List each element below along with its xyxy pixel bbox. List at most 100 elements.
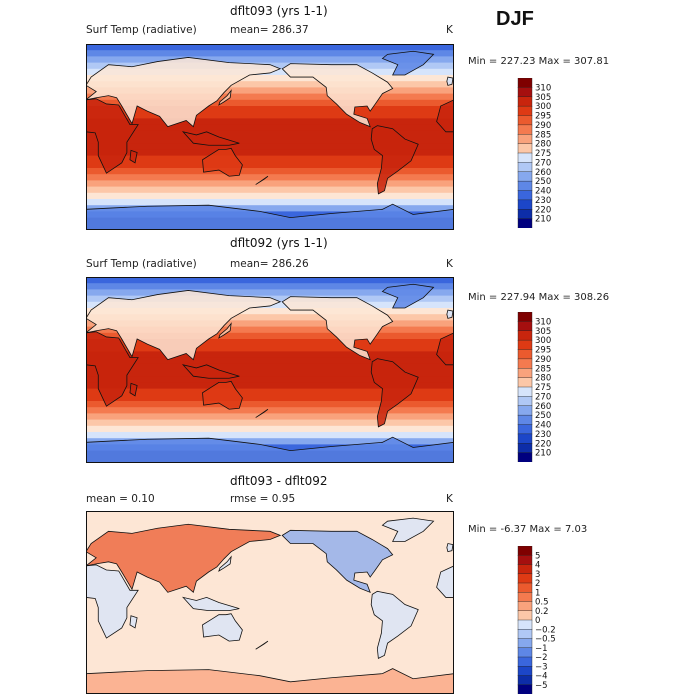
panel-2-mean: mean= 286.26: [230, 258, 309, 270]
colorbar-label: 300: [535, 102, 551, 112]
colorbar-swatch: [517, 218, 533, 228]
panel-1-title: dflt093 (yrs 1-1): [230, 4, 328, 18]
continent-outlines: [86, 283, 454, 463]
colorbar-label: 3: [535, 570, 540, 580]
colorbar-swatch: [517, 152, 533, 163]
panel-1-units: K: [446, 24, 453, 36]
colorbar-swatch: [517, 638, 533, 649]
colorbar-label: 250: [535, 411, 551, 421]
colorbar-swatch: [517, 573, 533, 584]
colorbar-label: 0.2: [535, 607, 549, 617]
colorbar-swatch: [517, 124, 533, 135]
colorbar-label: 250: [535, 177, 551, 187]
colorbar-label: −3: [535, 662, 548, 672]
panel-3-minmax: Min = -6.37 Max = 7.03: [468, 524, 588, 535]
colorbar-label: −4: [535, 672, 548, 682]
panel-1-colorbar: 3103053002952902852802752702602502402302…: [517, 78, 551, 228]
colorbar-swatch: [517, 592, 533, 603]
panel-2-colorbar: 3103053002952902852802752702602502402302…: [517, 312, 551, 462]
colorbar-label: 285: [535, 364, 551, 374]
colorbar-swatch: [517, 199, 533, 210]
colorbar-label: −0.5: [535, 635, 556, 645]
colorbar-label: 275: [535, 383, 551, 393]
colorbar-swatch: [517, 312, 533, 322]
panel-2-minmax: Min = 227.94 Max = 308.26: [468, 292, 610, 303]
colorbar-swatch: [517, 396, 533, 407]
colorbar-label: 240: [535, 187, 551, 197]
colorbar-label: 210: [535, 449, 551, 459]
colorbar-swatch: [517, 190, 533, 201]
colorbar-swatch: [517, 629, 533, 640]
colorbar-label: −1: [535, 644, 548, 654]
map-field: [86, 44, 454, 230]
colorbar-swatch: [517, 115, 533, 126]
colorbar-swatch: [517, 666, 533, 677]
colorbar-label: 275: [535, 149, 551, 159]
continent-outlines: [86, 517, 454, 694]
continent-outlines: [86, 50, 454, 230]
colorbar-swatch: [517, 405, 533, 416]
colorbar-label: 0.5: [535, 598, 549, 608]
colorbar-label: 240: [535, 421, 551, 431]
colorbar-swatch: [517, 386, 533, 397]
colorbar-label: 310: [535, 83, 551, 93]
colorbar-swatch: [517, 414, 533, 426]
colorbar-swatch: [517, 368, 533, 379]
panel-3-map: [86, 511, 454, 694]
colorbar-swatch: [517, 96, 533, 107]
panel-1-map: [86, 44, 454, 230]
colorbar-swatch: [517, 656, 533, 667]
panel-2-map: [86, 277, 454, 463]
panel-1-minmax: Min = 227.23 Max = 307.81: [468, 56, 610, 67]
colorbar-swatch: [517, 647, 533, 658]
colorbar-swatch: [517, 546, 533, 556]
panel-2-variable: Surf Temp (radiative): [86, 258, 197, 270]
panel-1-mean: mean= 286.37: [230, 24, 309, 36]
colorbar-label: 260: [535, 402, 551, 412]
colorbar-label: 295: [535, 112, 551, 122]
colorbar-swatch: [517, 564, 533, 575]
panel-3-mean: mean = 0.10: [86, 493, 155, 505]
colorbar-label: 305: [535, 93, 551, 103]
colorbar-swatch: [517, 349, 533, 360]
colorbar-label: 260: [535, 168, 551, 178]
colorbar-label: 4: [535, 561, 540, 571]
colorbar-label: −5: [535, 681, 548, 691]
colorbar-swatch: [517, 162, 533, 173]
panel-3-units: K: [446, 493, 453, 505]
colorbar-swatch: [517, 134, 533, 145]
colorbar-label: −2: [535, 653, 548, 663]
colorbar-swatch: [517, 321, 533, 332]
colorbar-swatch: [517, 171, 533, 182]
colorbar-swatch: [517, 610, 533, 621]
panel-3-rmse: rmse = 0.95: [230, 493, 296, 505]
colorbar-label: 220: [535, 205, 551, 215]
colorbar-label: 230: [535, 196, 551, 206]
colorbar-swatch: [517, 358, 533, 369]
colorbar-swatch: [517, 601, 533, 612]
colorbar-swatch: [517, 443, 533, 454]
colorbar-swatch: [517, 209, 533, 220]
colorbar-label: 295: [535, 346, 551, 356]
colorbar-label: 5: [535, 551, 540, 561]
colorbar-swatch: [517, 582, 533, 593]
colorbar-label: 290: [535, 121, 551, 131]
colorbar-swatch: [517, 555, 533, 566]
colorbar-swatch: [517, 143, 533, 154]
colorbar-label: 270: [535, 392, 551, 402]
colorbar-swatch: [517, 339, 533, 351]
colorbar-label: 230: [535, 430, 551, 440]
colorbar-label: 280: [535, 374, 551, 384]
panel-2-title: dflt092 (yrs 1-1): [230, 236, 328, 250]
colorbar-swatch: [517, 78, 533, 88]
panel-1-variable: Surf Temp (radiative): [86, 24, 197, 36]
colorbar-label: −0.2: [535, 625, 556, 635]
colorbar-swatch: [517, 87, 533, 98]
colorbar-swatch: [517, 377, 533, 388]
colorbar-label: 220: [535, 439, 551, 449]
colorbar-label: 280: [535, 140, 551, 150]
colorbar-swatch: [517, 424, 533, 435]
colorbar-label: 290: [535, 355, 551, 365]
colorbar-label: 270: [535, 158, 551, 168]
